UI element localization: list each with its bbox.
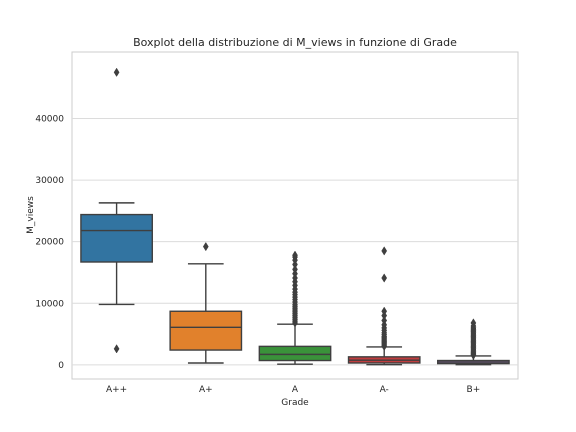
x-tick-labels: A++ A+ A A- B+ — [106, 385, 480, 395]
boxes — [80, 67, 510, 366]
outlier-point — [381, 315, 388, 326]
y-tick-label-10000: 10000 — [35, 299, 64, 309]
outlier-point — [292, 264, 298, 275]
x-tick-label-A-: A- — [380, 385, 389, 395]
x-tick-label-A: A — [292, 385, 299, 395]
y-tick-label-0: 0 — [58, 361, 64, 371]
x-tick-label-A++: A++ — [106, 385, 127, 395]
x-tick-label-A+: A+ — [199, 385, 213, 395]
y-tick-labels: 0 10000 20000 30000 40000 — [35, 115, 64, 371]
outlier-point — [381, 273, 388, 283]
y-axis-label: M_views — [26, 196, 36, 234]
box-body — [169, 310, 243, 351]
y-tick-label-40000: 40000 — [35, 115, 64, 125]
outlier-point — [113, 344, 120, 354]
box-A — [258, 250, 332, 365]
outlier-point — [202, 241, 209, 252]
box-A+ — [169, 241, 243, 364]
y-tick-label-20000: 20000 — [35, 238, 64, 248]
box-body — [258, 345, 332, 362]
x-axis-label: Grade — [281, 398, 309, 408]
outlier-point — [470, 318, 477, 328]
chart-title: Boxplot della distribuzione di M_views i… — [133, 36, 457, 49]
y-tick-label-30000: 30000 — [35, 176, 64, 186]
outlier-point — [381, 246, 388, 256]
outlier-point — [292, 250, 298, 260]
outlier-point — [113, 67, 120, 77]
outlier-point — [381, 306, 388, 316]
box-body — [80, 213, 153, 263]
box-A++ — [80, 67, 153, 354]
box-B+ — [437, 318, 510, 366]
box-A- — [347, 246, 421, 366]
x-tick-label-B+: B+ — [467, 385, 481, 395]
